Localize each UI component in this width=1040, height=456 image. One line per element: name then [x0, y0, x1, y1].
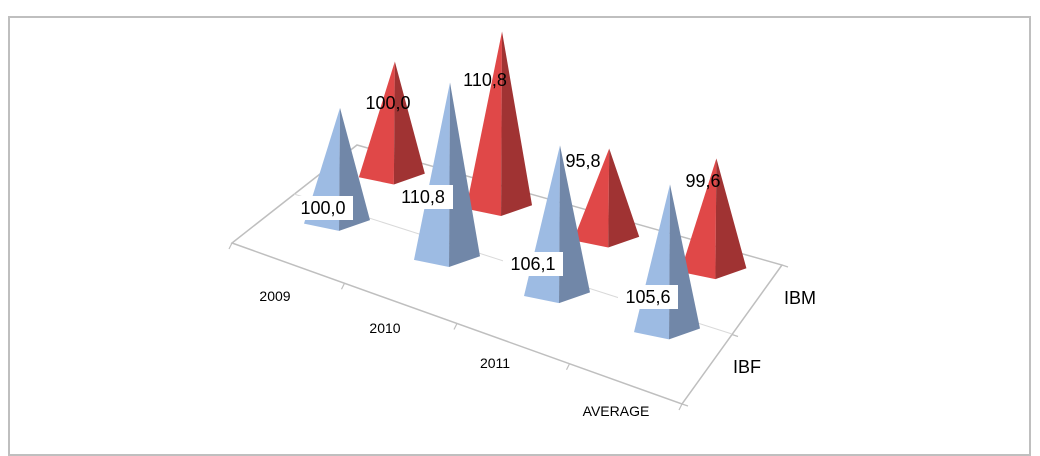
x-tick-mark — [453, 323, 458, 330]
x-tick-label: 2011 — [480, 355, 510, 371]
pyramid-front-face — [466, 31, 503, 217]
pyramid-side-face — [501, 31, 533, 217]
data-label: 100,0 — [365, 93, 410, 113]
pyramid-front-face — [573, 148, 610, 248]
pyramid-front-face — [524, 145, 560, 304]
series-axis-label: IBF — [733, 357, 761, 377]
chart-frame — [8, 16, 1031, 456]
data-label-background — [393, 185, 453, 209]
pyramid-side-face — [559, 145, 590, 304]
data-label-background — [618, 285, 678, 309]
x-tick-mark — [678, 403, 683, 411]
depth-tick-mark — [731, 333, 739, 338]
x-tick-mark — [565, 363, 571, 371]
pyramid-side-face — [449, 82, 480, 268]
x-tick-label: 2009 — [259, 288, 290, 304]
data-label-background — [293, 196, 353, 220]
axis-ticks — [228, 242, 789, 411]
data-label: 99,6 — [685, 171, 720, 191]
pyramid-front-face — [414, 82, 450, 268]
x-tick-mark — [228, 242, 233, 250]
data-label: 100,0 — [300, 198, 345, 218]
pyramid-side-face — [715, 158, 747, 280]
data-label: 95,8 — [565, 151, 600, 171]
pyramid-front-face — [680, 158, 717, 280]
pyramid-side-face — [608, 148, 640, 248]
pyramid-side-face — [393, 61, 425, 185]
pyramid-chart: 2009 2010 2011 AVERAGE IBF IBM 100,0 110,8 95,8 9… — [228, 31, 816, 419]
data-label: 106,1 — [510, 254, 555, 274]
pyramid-front-face — [634, 184, 670, 340]
data-label: 110,8 — [463, 70, 507, 90]
pyramid-front-face — [358, 61, 395, 185]
data-label-background — [503, 252, 563, 276]
x-tick-label: AVERAGE — [583, 403, 650, 419]
data-label: 105,6 — [625, 287, 670, 307]
series-axis-label: IBM — [784, 288, 816, 308]
depth-tick-mark — [781, 264, 789, 268]
data-label: 110,8 — [401, 187, 445, 207]
chart-labels: 2009 2010 2011 AVERAGE IBF IBM 100,0 110,8 95,8 9… — [259, 70, 816, 419]
x-tick-label: 2010 — [369, 320, 400, 336]
x-tick-mark — [340, 282, 346, 290]
depth-tick-mark — [681, 403, 689, 407]
